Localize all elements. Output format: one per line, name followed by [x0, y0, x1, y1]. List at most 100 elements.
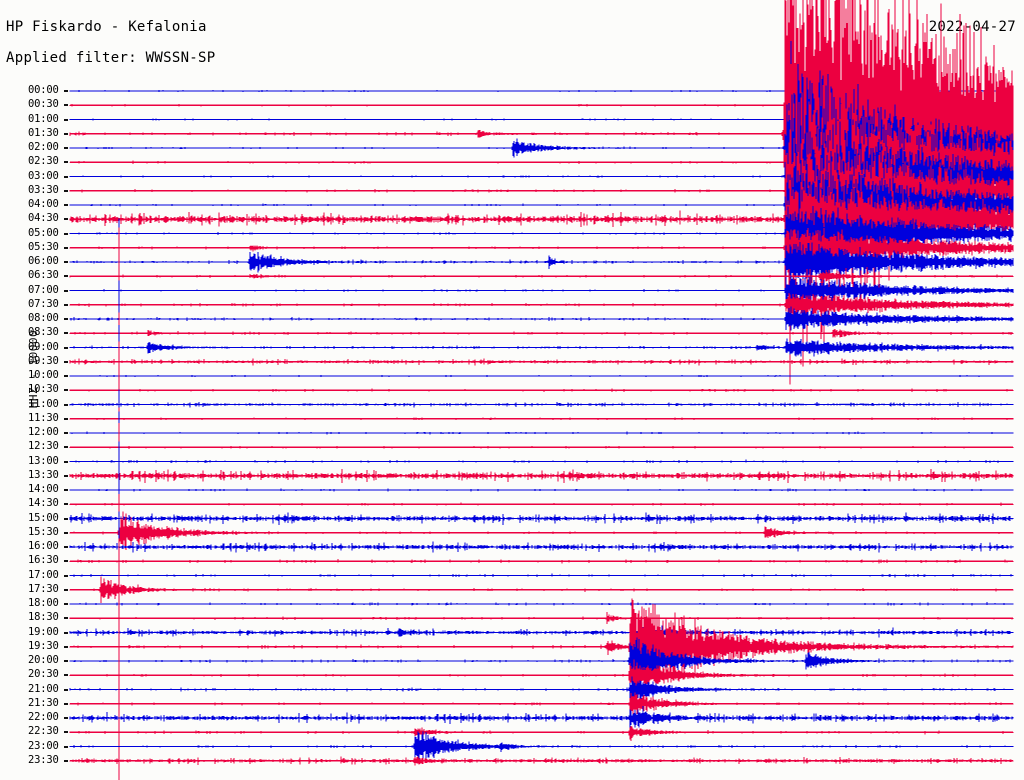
time-label-1130: 11:30 [28, 411, 59, 424]
time-tick-1830 [64, 617, 68, 620]
time-label-1800: 18:00 [28, 597, 59, 609]
time-label-1830: 18:30 [28, 611, 59, 624]
time-label-0830: 08:30 [28, 326, 59, 339]
time-label-1530: 15:30 [28, 525, 59, 538]
trace-row-1830 [69, 465, 1014, 738]
time-label-0700: 07:00 [28, 283, 59, 296]
time-label-1730: 17:30 [28, 582, 59, 595]
time-label-0530: 05:30 [28, 240, 59, 253]
time-tick-0530 [64, 246, 68, 249]
time-label-0200: 02:00 [28, 141, 59, 153]
time-tick-1430 [64, 503, 68, 506]
time-tick-0730 [64, 303, 68, 306]
time-label-0400: 04:00 [28, 198, 59, 210]
time-label-1400: 14:00 [28, 483, 59, 495]
time-tick-1930 [64, 645, 68, 648]
time-label-0130: 01:30 [28, 126, 59, 139]
time-label-0300: 03:00 [28, 169, 59, 182]
time-label-0730: 07:30 [28, 297, 59, 310]
time-label-0500: 05:00 [28, 226, 59, 239]
time-tick-0900 [64, 346, 68, 349]
time-label-2230: 22:30 [28, 725, 59, 738]
time-label-1300: 13:00 [28, 454, 59, 467]
time-label-0430: 04:30 [28, 212, 59, 225]
trace-row-1230 [69, 312, 1014, 612]
time-tick-1000 [64, 375, 68, 377]
time-tick-0430 [64, 218, 68, 221]
time-label-0330: 03:30 [28, 183, 59, 196]
time-label-0000: 00:00 [28, 84, 59, 96]
time-tick-0930 [64, 360, 68, 363]
time-label-1600: 16:00 [28, 540, 59, 552]
time-tick-1900 [64, 631, 68, 634]
trace-row-2300 [69, 731, 1014, 764]
trace-row-1800 [69, 472, 1014, 715]
time-tick-1300 [64, 460, 68, 463]
time-label-0030: 00:30 [28, 98, 59, 111]
time-tick-0700 [64, 289, 68, 292]
time-tick-2200 [64, 717, 68, 719]
trace-row-1700 [69, 411, 1014, 762]
time-label-0930: 09:30 [28, 354, 59, 367]
time-tick-2000 [64, 660, 68, 662]
time-label-2130: 21:30 [28, 696, 59, 709]
time-label-1200: 12:00 [28, 426, 59, 438]
time-label-1030: 10:30 [28, 383, 59, 396]
trace-row-1900 [69, 441, 1014, 758]
time-label-0630: 06:30 [28, 269, 59, 282]
time-tick-1600 [64, 546, 68, 548]
page-title: HP Fiskardo - Kefalonia [6, 19, 207, 35]
time-label-1230: 12:30 [28, 440, 59, 453]
time-label-1000: 10:00 [28, 369, 59, 381]
time-tick-1700 [64, 574, 68, 577]
time-tick-0130 [64, 132, 68, 135]
time-label-2330: 23:30 [28, 753, 59, 766]
time-tick-1530 [64, 531, 68, 534]
time-tick-1200 [64, 432, 68, 434]
trace-row-2000 [69, 511, 1014, 780]
time-tick-0600 [64, 261, 68, 263]
time-label-0600: 06:00 [28, 255, 59, 267]
trace-row-1400 [69, 325, 1014, 604]
record-date-label: 2022-04-27 [928, 19, 1016, 35]
time-label-2000: 20:00 [28, 654, 59, 666]
trace-row-1300 [69, 330, 1014, 642]
time-label-1330: 13:30 [28, 468, 59, 481]
time-label-0800: 08:00 [28, 312, 59, 324]
time-tick-0300 [64, 175, 68, 178]
time-tick-2300 [64, 745, 68, 748]
time-tick-1330 [64, 474, 68, 477]
time-label-0100: 01:00 [28, 112, 59, 125]
time-label-0230: 02:30 [28, 155, 59, 168]
time-tick-0100 [64, 118, 68, 121]
time-tick-2230 [64, 731, 68, 734]
time-tick-1630 [64, 560, 68, 563]
time-tick-0800 [64, 318, 68, 320]
time-label-1900: 19:00 [28, 625, 59, 638]
time-tick-1730 [64, 588, 68, 591]
time-label-1630: 16:30 [28, 554, 59, 567]
time-tick-1230 [64, 446, 68, 449]
time-tick-2030 [64, 674, 68, 677]
time-tick-1800 [64, 603, 68, 605]
time-label-1100: 11:00 [28, 397, 59, 410]
time-tick-1500 [64, 517, 68, 520]
time-tick-1030 [64, 389, 68, 392]
time-label-2100: 21:00 [28, 682, 59, 695]
time-label-2300: 23:00 [28, 739, 59, 752]
time-tick-0030 [64, 104, 68, 107]
time-tick-2130 [64, 702, 68, 705]
time-label-1930: 19:30 [28, 639, 59, 652]
time-tick-0330 [64, 189, 68, 192]
applied-filter-label: Applied filter: WWSSN-SP [6, 50, 216, 66]
time-tick-0000 [64, 90, 68, 92]
time-tick-0400 [64, 204, 68, 206]
time-label-0900: 09:00 [28, 340, 59, 353]
time-tick-1100 [64, 403, 68, 406]
time-tick-0500 [64, 232, 68, 235]
time-tick-0200 [64, 147, 68, 149]
time-label-2030: 20:30 [28, 668, 59, 681]
time-tick-1130 [64, 417, 68, 420]
